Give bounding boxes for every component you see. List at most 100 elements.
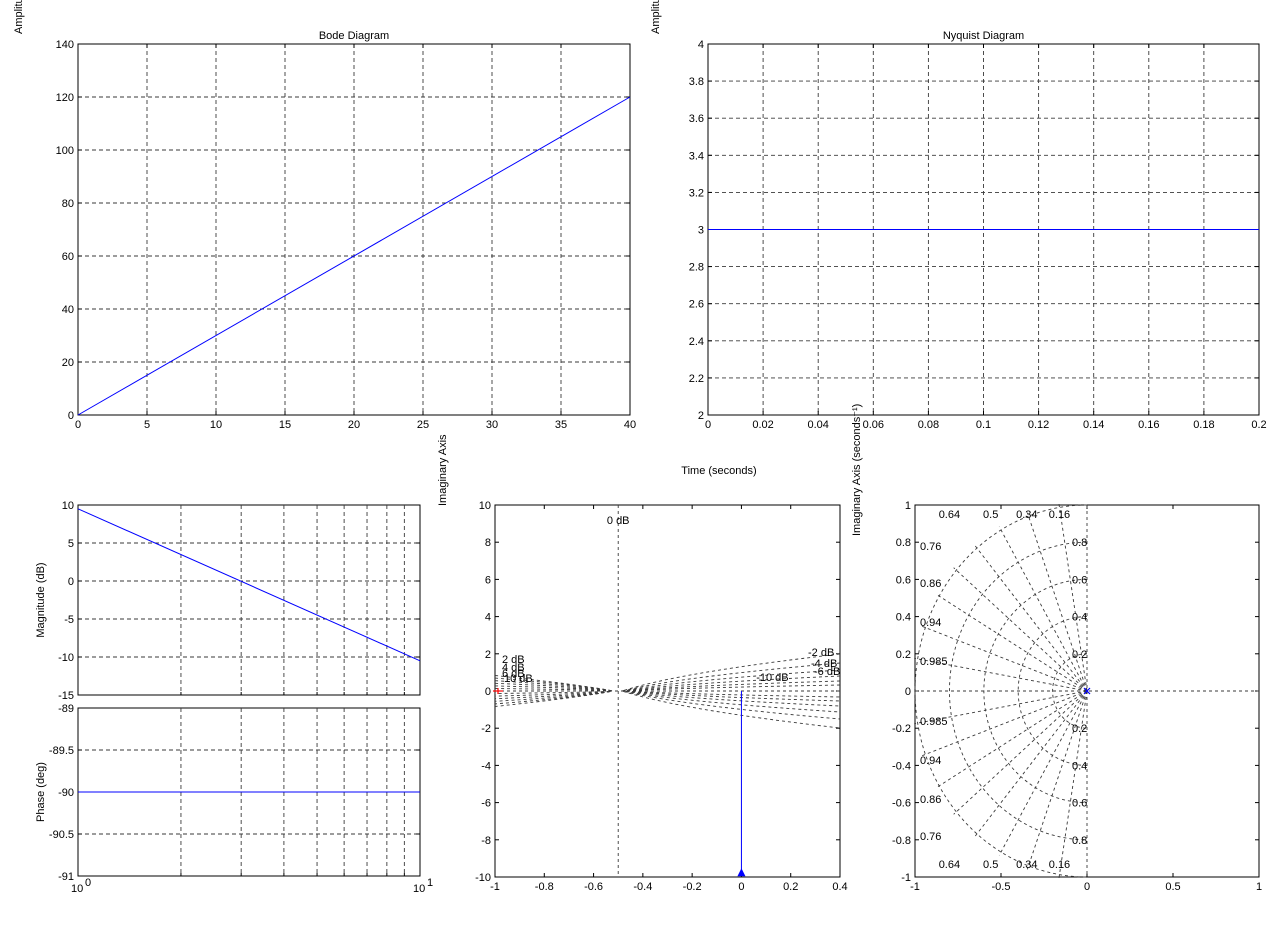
y-tick-label: 6	[485, 574, 491, 586]
frequency-arc	[983, 578, 1088, 804]
y-tick-label: -6	[481, 798, 491, 810]
imaginary-axis-seconds-label: Imaginary Axis (seconds⁻¹)	[851, 404, 863, 536]
x-tick-label: -0.2	[683, 881, 702, 893]
damping-label: 0.64	[939, 509, 960, 521]
y-tick-label: 2.2	[689, 373, 704, 385]
annotation-10db: 10 dB	[504, 673, 533, 685]
x-tick-exponent: 1	[427, 877, 433, 889]
y-tick-label: 140	[56, 39, 74, 51]
damping-label: 0.94	[920, 755, 941, 767]
bode_line-axes: 0 5 10 15 20 25 30 35 40 0 20 40 60 80 100 120 140 Bode D…	[56, 30, 636, 431]
y-tick-label: 3.4	[689, 150, 704, 162]
damping-ray	[953, 567, 1088, 692]
y-tick-label: -89	[58, 703, 74, 715]
y-tick-label: 0	[68, 410, 74, 422]
y-tick-label: 100	[56, 145, 74, 157]
x-tick-label: 25	[417, 419, 429, 431]
x-tick-label: 0.5	[1165, 881, 1180, 893]
frequency-label: 0.4	[1072, 760, 1087, 772]
damping-label: 0.76	[920, 541, 941, 553]
y-tick-label: -0.4	[892, 760, 911, 772]
x-tick-label: 0	[75, 419, 81, 431]
y-tick-label: 0	[68, 576, 74, 588]
y-tick-label: 2	[485, 649, 491, 661]
y-tick-label: -15	[58, 690, 74, 702]
y-tick-label: -90.5	[49, 829, 74, 841]
damping-label: 0.76	[920, 831, 941, 843]
y-tick-label: -2	[481, 723, 491, 735]
annotation-neg2db: -2 dB	[808, 647, 834, 659]
y-tick-label: 3	[698, 225, 704, 237]
y-tick-label: 3.8	[689, 76, 704, 88]
y-tick-label: 2.4	[689, 336, 704, 348]
chart-title: Bode Diagram	[319, 30, 389, 42]
frequency-arc	[1017, 616, 1088, 766]
axes-frame	[494, 504, 841, 878]
damping-ray	[953, 690, 1088, 815]
pole-marker	[1083, 687, 1091, 695]
contour-left	[494, 688, 613, 694]
damping-label: 0.985	[920, 656, 948, 668]
contour-right	[622, 662, 841, 720]
frequency-label: 0.6	[1072, 798, 1087, 810]
nyquist_line-axes: 0 0.02 0.04 0.06 0.08 0.1 0.12 0.14 0.16 0.18 0.2 2…	[689, 30, 1267, 431]
stray-labels: Amplitu Amplitu Imaginary Axis Time (sec…	[13, 0, 863, 536]
y-tick-label: -90	[58, 787, 74, 799]
annotation-6db: 6 dB	[502, 668, 525, 680]
y-tick-label: 0.4	[896, 612, 911, 624]
x-tick-label: 0.16	[1138, 419, 1159, 431]
annotation-neg4db: -4 dB	[811, 658, 837, 670]
series-line	[77, 96, 631, 416]
damping-ray	[914, 690, 1088, 725]
damping-ray	[1026, 690, 1088, 870]
frequency-arc	[1052, 653, 1088, 729]
y-tick-label: 0.6	[896, 574, 911, 586]
x-tick-label: 0.18	[1193, 419, 1214, 431]
top-right-ylabel: Amplitu	[650, 0, 662, 34]
frequency-label: 0.2	[1072, 649, 1087, 661]
x-tick-label: 1	[1256, 881, 1262, 893]
nichols-axes: -1 -0.8 -0.6 -0.4 -0.2 0 0.2 0.4 10 8 6 4 2 0 -2 -4 -6 -8…	[475, 500, 848, 893]
y-tick-label: 60	[62, 251, 74, 263]
y-tick-label: -0.2	[892, 723, 911, 735]
x-tick-label: 10	[210, 419, 222, 431]
x-tick-label: -1	[490, 881, 500, 893]
frequency-label: 0.6	[1072, 574, 1087, 586]
x-tick-label: 0.4	[832, 881, 847, 893]
contour-left	[494, 685, 614, 697]
y-tick-label: -5	[64, 614, 74, 626]
top-left-ylabel: Amplitu	[13, 0, 25, 34]
y-tick-label: 2.8	[689, 262, 704, 274]
x-tick-label: 0	[1084, 881, 1090, 893]
damping-label: 0.64	[939, 859, 960, 871]
y-axis-label: Phase (deg)	[35, 762, 47, 822]
y-tick-label: 20	[62, 357, 74, 369]
y-tick-label: 2.6	[689, 299, 704, 311]
y-tick-label: 5	[68, 538, 74, 550]
x-tick-label: 5	[144, 419, 150, 431]
x-tick-label: -0.4	[633, 881, 652, 893]
x-tick-label: 0.1	[976, 419, 991, 431]
x-tick-label: 0.04	[807, 419, 828, 431]
axes-frame	[77, 504, 421, 696]
y-tick-label: 10	[62, 500, 74, 512]
y-tick-label: 4	[698, 39, 704, 51]
damping-label: 0.94	[920, 617, 941, 629]
x-tick-label: 10	[71, 883, 83, 895]
x-tick-label: 0.2	[783, 881, 798, 893]
damping-ray	[1058, 690, 1088, 879]
x-tick-label: 10	[413, 883, 425, 895]
y-tick-label: 3.6	[689, 113, 704, 125]
damping-ray	[998, 690, 1088, 856]
annotation-0db: 0 dB	[607, 515, 630, 527]
y-tick-label: 120	[56, 92, 74, 104]
y-tick-label: 80	[62, 198, 74, 210]
x-tick-label: -0.6	[584, 881, 603, 893]
x-tick-label: 0.06	[863, 419, 884, 431]
x-tick-label: 35	[555, 419, 567, 431]
stem-arrow	[737, 868, 746, 877]
damping-label: 0.16	[1049, 859, 1070, 871]
annotation-2db: 2 dB	[502, 654, 525, 666]
